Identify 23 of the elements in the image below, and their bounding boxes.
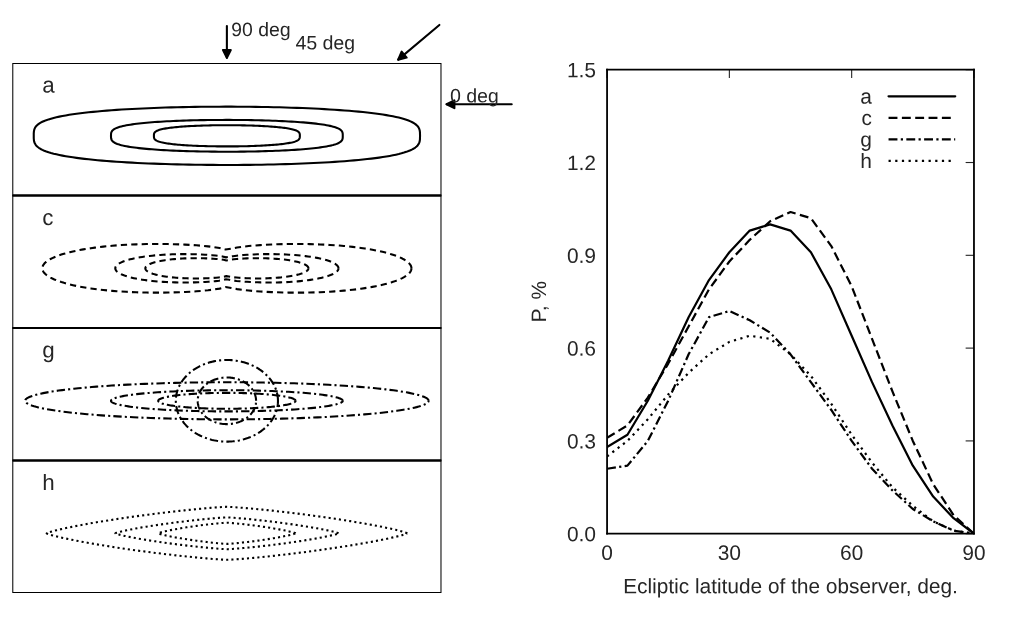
- legend-label: g: [861, 135, 871, 151]
- y-tick-label: 0.9: [567, 248, 595, 264]
- y-tick-label: 0.3: [567, 433, 596, 449]
- y-tick-label: 1.5: [568, 62, 596, 78]
- y-axis-title: P, %: [531, 281, 549, 321]
- text: a: [43, 80, 55, 93]
- x-axis-title: Ecliptic latitude of the observer, deg.: [624, 578, 956, 598]
- text: h: [43, 473, 54, 491]
- text: 0 deg: [450, 88, 498, 107]
- text: 45 deg: [296, 35, 354, 54]
- y-tick-label: 0.6: [567, 341, 596, 356]
- text: c: [43, 213, 53, 226]
- x-tick-label: 60: [841, 545, 863, 561]
- y-tick-label: 0.0: [567, 526, 596, 542]
- x-tick-label: 0: [602, 545, 613, 561]
- legend-label: a: [861, 92, 872, 104]
- x-tick-label: 30: [718, 545, 741, 561]
- y-tick-label: 1.2: [568, 155, 595, 171]
- x-tick-label: 90: [963, 545, 985, 561]
- legend-label: h: [861, 152, 871, 169]
- text: g: [43, 345, 54, 363]
- legend-label: c: [862, 113, 872, 126]
- text: 90 deg: [232, 22, 290, 41]
